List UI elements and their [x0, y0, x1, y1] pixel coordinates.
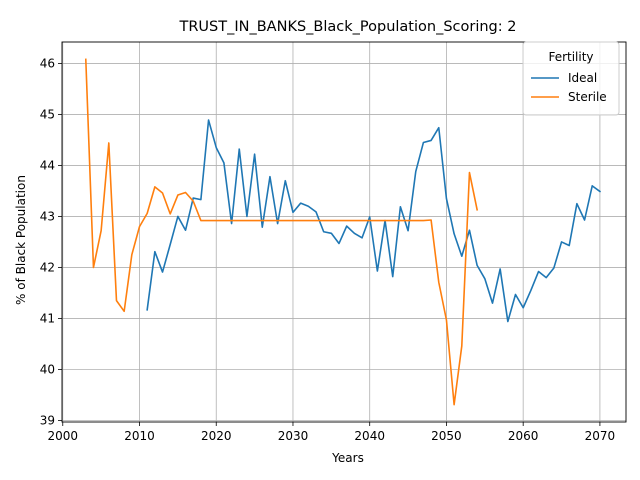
x-tick-label: 2020: [201, 429, 232, 443]
y-axis-title: % of Black Population: [14, 175, 28, 305]
y-tick-label: 43: [40, 209, 55, 223]
x-axis-title: Years: [331, 451, 364, 465]
x-tick-label: 2030: [278, 429, 309, 443]
y-tick-label: 44: [40, 158, 55, 172]
y-tick-label: 45: [40, 107, 55, 121]
legend-title: Fertility: [548, 50, 593, 64]
y-tick-label: 41: [40, 311, 55, 325]
legend: Fertility Ideal Sterile: [522, 41, 620, 116]
y-tick-label: 40: [40, 362, 55, 376]
plot-frame: [61, 41, 627, 423]
legend-label-ideal: Ideal: [568, 71, 597, 85]
y-tick-label: 46: [40, 56, 55, 70]
x-tick-label: 2060: [508, 429, 539, 443]
x-tick-label: 2000: [47, 429, 78, 443]
series-line-sterile: [84, 58, 479, 406]
x-tick-label: 2070: [585, 429, 616, 443]
chart-title: TRUST_IN_BANKS_Black_Population_Scoring:…: [179, 19, 517, 35]
x-tick-label: 2040: [354, 429, 385, 443]
y-tick-label: 39: [40, 413, 55, 427]
y-tick-label: 42: [40, 260, 55, 274]
series-lines: [84, 58, 602, 406]
axis-ticks: 2000 2010 2020 2030 2040 2050 2060 2070 39 40 41 42…: [40, 56, 615, 443]
legend-label-sterile: Sterile: [568, 90, 607, 104]
x-tick-label: 2010: [124, 429, 155, 443]
series-line-ideal: [146, 119, 602, 323]
x-tick-label: 2050: [431, 429, 462, 443]
